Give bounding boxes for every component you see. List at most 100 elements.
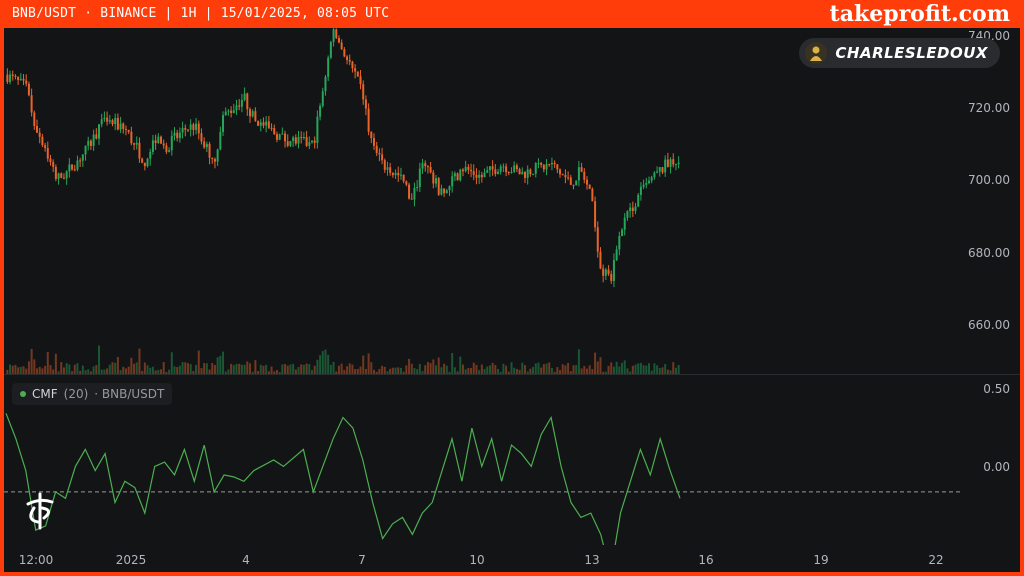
- candle-body: [308, 142, 311, 146]
- candle-body: [284, 133, 287, 142]
- chart-title: BNB/USDT · BINANCE | 1H | 15/01/2025, 08…: [12, 6, 390, 21]
- candle-body: [176, 132, 179, 138]
- volume-bar: [370, 362, 373, 374]
- candle-body: [133, 143, 136, 145]
- volume-bar: [270, 366, 273, 374]
- candle-body: [445, 190, 448, 194]
- candle-body: [564, 175, 567, 178]
- price-tick-700: 700.00: [968, 173, 1010, 187]
- candle-body: [224, 111, 227, 116]
- volume-bar: [321, 351, 324, 374]
- volume-bar: [615, 361, 618, 374]
- volume-bar: [413, 368, 416, 374]
- candle-body: [230, 110, 233, 113]
- volume-bar: [189, 364, 192, 374]
- volume-bar: [375, 371, 378, 374]
- price-tick-720: 720.00: [968, 101, 1010, 115]
- candle-body: [580, 167, 583, 172]
- cmf-indicator-chart[interactable]: [4, 375, 1020, 545]
- indicator-legend[interactable]: CMF (20) · BNB/USDT: [12, 383, 173, 405]
- candle-body: [550, 162, 553, 165]
- candle-body: [319, 105, 322, 117]
- volume-bar: [265, 364, 268, 374]
- volume-bar: [230, 363, 233, 374]
- candle-body: [391, 172, 394, 176]
- candle-body: [103, 117, 106, 120]
- volume-bar: [11, 365, 14, 374]
- volume-bar: [637, 363, 640, 374]
- candle-body: [346, 56, 349, 61]
- candle-body: [626, 211, 629, 218]
- candle-body: [327, 57, 330, 77]
- candle-body: [321, 91, 324, 106]
- candle-body: [254, 111, 257, 121]
- brand-logo-text[interactable]: takeprofit.com: [829, 1, 1010, 27]
- volume-bar: [432, 359, 435, 374]
- volume-bar: [259, 364, 262, 374]
- volume-bar: [526, 371, 529, 374]
- candle-body: [114, 118, 117, 125]
- candle-body: [677, 162, 680, 164]
- candle-body: [588, 184, 591, 189]
- volume-bar: [9, 364, 12, 374]
- candle-body: [351, 61, 354, 69]
- candle-body: [116, 118, 119, 130]
- candle-body: [89, 140, 92, 146]
- candle-body: [52, 162, 55, 167]
- volume-bar: [302, 364, 305, 374]
- candle-body: [302, 137, 305, 139]
- volume-bar: [337, 365, 340, 374]
- candle-body: [122, 123, 125, 129]
- candle-body: [408, 184, 411, 199]
- price-chart[interactable]: [4, 28, 1020, 374]
- volume-bar: [143, 362, 146, 374]
- candle-body: [197, 123, 200, 134]
- volume-bar: [308, 364, 311, 374]
- volume-bar: [364, 368, 367, 374]
- volume-bar: [219, 355, 222, 374]
- candle-body: [30, 95, 33, 113]
- volume-bar: [626, 368, 629, 374]
- volume-bar: [195, 364, 198, 374]
- time-axis[interactable]: 12:00 2025 4 7 10 13 16 19 22: [4, 545, 1020, 572]
- volume-bar: [297, 367, 300, 374]
- candle-body: [6, 74, 9, 82]
- volume-bar: [596, 361, 599, 374]
- candle-body: [542, 164, 545, 170]
- candle-body: [329, 41, 332, 58]
- volume-bar: [642, 365, 645, 374]
- volume-bar: [577, 349, 580, 374]
- volume-bar: [62, 367, 65, 374]
- volume-bar: [559, 370, 562, 374]
- chart-panel[interactable]: 740.00 720.00 700.00 680.00 660.00 0.50 …: [4, 28, 1020, 572]
- candle-body: [281, 133, 284, 135]
- candle-body: [537, 162, 540, 164]
- candle-body: [87, 140, 90, 146]
- candle-body: [130, 131, 133, 144]
- volume-bar: [57, 371, 60, 374]
- volume-bar: [340, 363, 343, 374]
- author-badge[interactable]: CHARLESLEDOUX: [799, 38, 1000, 68]
- candle-body: [275, 134, 278, 140]
- volume-bar: [502, 363, 505, 374]
- volume-bar: [30, 348, 33, 374]
- candle-body: [60, 173, 63, 178]
- candle-body: [488, 166, 491, 171]
- watermark-logo-icon: [26, 492, 54, 530]
- volume-bar: [14, 364, 17, 374]
- candle-body: [577, 167, 580, 181]
- volume-bar: [491, 362, 494, 374]
- candle-body: [612, 260, 615, 281]
- pane-divider[interactable]: [4, 374, 1020, 375]
- volume-bar: [629, 371, 632, 374]
- time-tick: 19: [813, 553, 829, 567]
- volume-bar: [486, 366, 489, 374]
- candle-body: [650, 177, 653, 181]
- candle-body: [27, 83, 30, 96]
- volume-bar: [351, 364, 354, 374]
- candle-body: [373, 138, 376, 146]
- author-name: CHARLESLEDOUX: [835, 44, 988, 62]
- volume-bar: [173, 366, 176, 374]
- candle-body: [289, 141, 292, 146]
- volume-bar: [575, 365, 578, 374]
